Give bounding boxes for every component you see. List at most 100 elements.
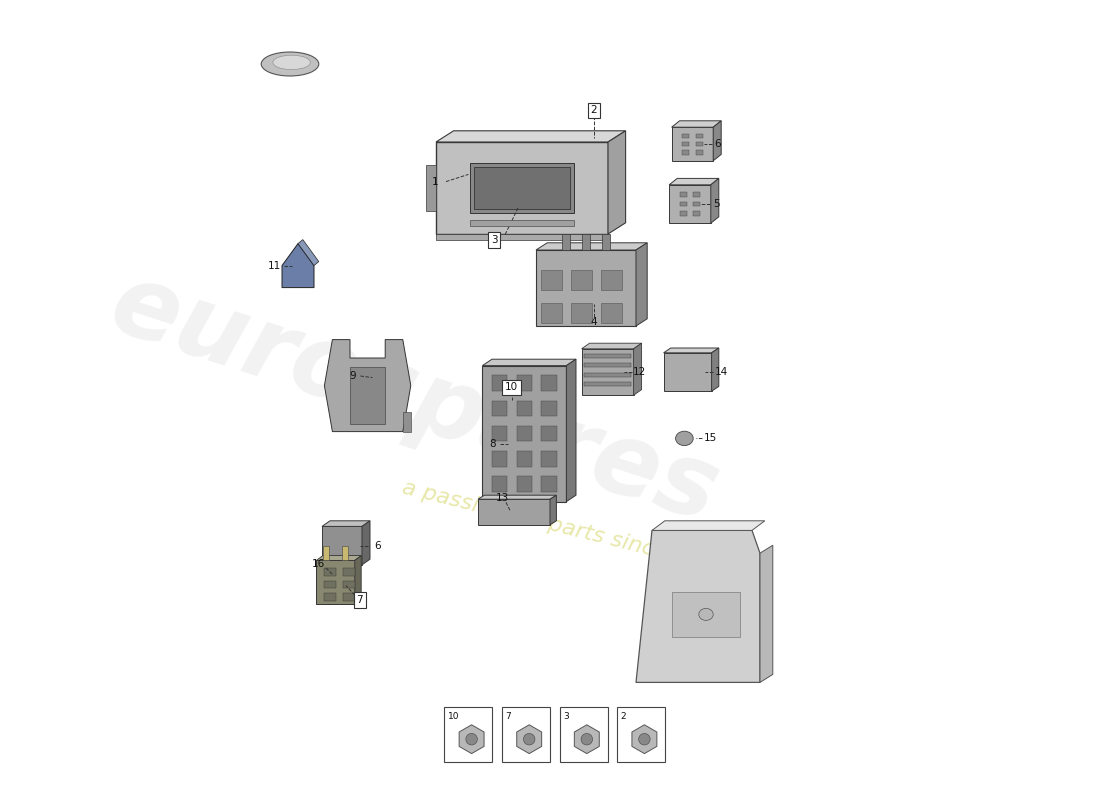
Text: 13: 13 [495, 494, 508, 503]
Polygon shape [634, 343, 641, 395]
Text: 10: 10 [505, 382, 518, 392]
Bar [560, 707, 607, 762]
Polygon shape [517, 725, 541, 754]
Text: eurospares: eurospares [98, 256, 729, 544]
Bar [343, 594, 355, 601]
Polygon shape [584, 382, 631, 386]
Polygon shape [324, 339, 410, 431]
Text: 7: 7 [356, 595, 363, 605]
Text: 7: 7 [505, 712, 510, 721]
Polygon shape [536, 250, 636, 326]
Polygon shape [582, 234, 590, 250]
Bar [680, 202, 686, 206]
Bar [343, 581, 355, 588]
Polygon shape [403, 411, 410, 431]
Text: 6: 6 [374, 541, 381, 550]
Ellipse shape [675, 431, 693, 446]
Polygon shape [355, 555, 361, 605]
Bar [541, 401, 557, 416]
Polygon shape [427, 165, 436, 211]
Ellipse shape [698, 608, 713, 621]
Polygon shape [317, 555, 361, 560]
Polygon shape [478, 495, 557, 499]
Polygon shape [711, 178, 718, 223]
Polygon shape [342, 546, 349, 560]
Bar [492, 426, 507, 442]
Bar [682, 150, 689, 154]
Text: 1: 1 [431, 177, 438, 186]
Bar [682, 134, 689, 138]
Text: 9: 9 [349, 371, 355, 381]
Polygon shape [672, 127, 713, 161]
Polygon shape [350, 367, 385, 424]
Polygon shape [584, 354, 631, 358]
Bar [696, 134, 703, 138]
Bar [571, 303, 592, 322]
Bar [672, 592, 740, 637]
Text: 5: 5 [713, 199, 719, 209]
Text: 16: 16 [311, 559, 324, 569]
Bar [680, 192, 686, 197]
Bar [343, 568, 355, 576]
Text: a passion for parts since 1985: a passion for parts since 1985 [400, 478, 732, 578]
Bar [680, 211, 686, 216]
Polygon shape [574, 725, 600, 754]
Text: 3: 3 [491, 235, 497, 245]
Bar [617, 707, 666, 762]
Bar [502, 707, 550, 762]
Text: 14: 14 [715, 367, 728, 377]
Polygon shape [602, 234, 610, 250]
Bar [540, 270, 562, 290]
Polygon shape [663, 348, 718, 353]
Polygon shape [672, 121, 722, 127]
Polygon shape [584, 373, 631, 377]
Bar [324, 568, 336, 576]
Polygon shape [474, 166, 570, 210]
Polygon shape [471, 219, 573, 226]
Polygon shape [459, 725, 484, 754]
Text: 4: 4 [591, 318, 597, 327]
Polygon shape [322, 546, 329, 560]
Bar [541, 451, 557, 466]
Bar [682, 142, 689, 146]
Polygon shape [636, 242, 647, 326]
Ellipse shape [524, 734, 535, 745]
Bar [324, 581, 336, 588]
Bar [541, 426, 557, 442]
Bar [541, 375, 557, 391]
Polygon shape [362, 521, 370, 565]
Bar [696, 142, 703, 146]
Polygon shape [436, 142, 608, 234]
Bar [492, 451, 507, 466]
Bar [693, 202, 701, 206]
Polygon shape [652, 521, 764, 530]
Bar [517, 451, 532, 466]
Polygon shape [713, 121, 722, 161]
Polygon shape [282, 243, 314, 287]
Polygon shape [298, 240, 319, 266]
Text: 12: 12 [632, 367, 646, 377]
Bar [517, 476, 532, 492]
Text: 15: 15 [703, 434, 716, 443]
Ellipse shape [261, 52, 319, 76]
Text: 10: 10 [448, 712, 459, 721]
Polygon shape [478, 499, 550, 525]
Bar [696, 150, 703, 154]
Bar [444, 707, 493, 762]
Polygon shape [584, 363, 631, 367]
Bar [324, 594, 336, 601]
Ellipse shape [465, 734, 477, 745]
Polygon shape [322, 526, 362, 565]
Polygon shape [483, 366, 566, 502]
Polygon shape [663, 353, 712, 391]
Text: 11: 11 [267, 261, 280, 270]
Polygon shape [669, 185, 711, 223]
Bar [517, 426, 532, 442]
Bar [693, 211, 701, 216]
Polygon shape [712, 348, 718, 391]
Polygon shape [608, 130, 626, 234]
Bar [492, 375, 507, 391]
Polygon shape [471, 162, 573, 214]
Text: 6: 6 [715, 139, 722, 149]
Polygon shape [636, 530, 760, 682]
